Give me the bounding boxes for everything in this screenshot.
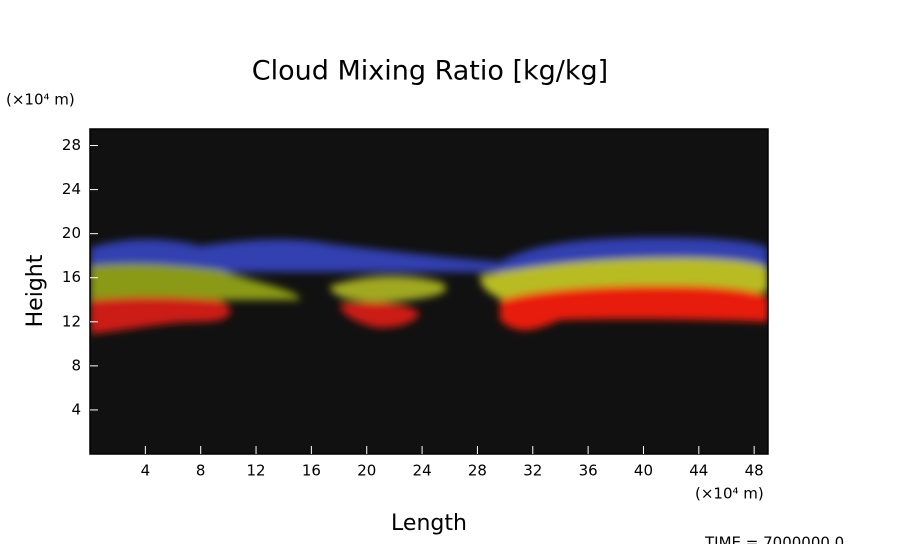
y-tick-label: 28 xyxy=(62,136,81,154)
cloud-field xyxy=(90,237,768,334)
y-tick-label: 24 xyxy=(62,180,81,198)
y-tick-label: 16 xyxy=(62,268,81,286)
y-tick-label: 20 xyxy=(62,224,81,242)
x-tick-label: 40 xyxy=(634,462,653,480)
x-tick-label: 36 xyxy=(579,462,598,480)
y-tick-label: 4 xyxy=(71,400,81,418)
y-tick-label: 12 xyxy=(62,312,81,330)
y-axis-label: Height xyxy=(23,254,48,327)
x-unit: (×10⁴ m) xyxy=(695,485,764,503)
x-tick-label: 8 xyxy=(196,462,206,480)
x-tick-label: 16 xyxy=(302,462,321,480)
y-tick-label: 8 xyxy=(71,356,81,374)
x-axis-label: Length xyxy=(391,511,467,536)
x-tick-label: 48 xyxy=(745,462,764,480)
plot-frame xyxy=(89,128,769,455)
time-label: TIME = 7000000.0 xyxy=(704,534,844,544)
x-tick-label: 32 xyxy=(523,462,542,480)
y-unit: (×10⁴ m) xyxy=(6,91,75,109)
x-tick-label: 4 xyxy=(141,462,151,480)
x-tick-label: 44 xyxy=(689,462,708,480)
x-tick-label: 24 xyxy=(413,462,432,480)
x-tick-label: 20 xyxy=(357,462,376,480)
x-tick-label: 28 xyxy=(468,462,487,480)
chart-title: Cloud Mixing Ratio [kg/kg] xyxy=(252,56,608,87)
x-tick-label: 12 xyxy=(246,462,265,480)
